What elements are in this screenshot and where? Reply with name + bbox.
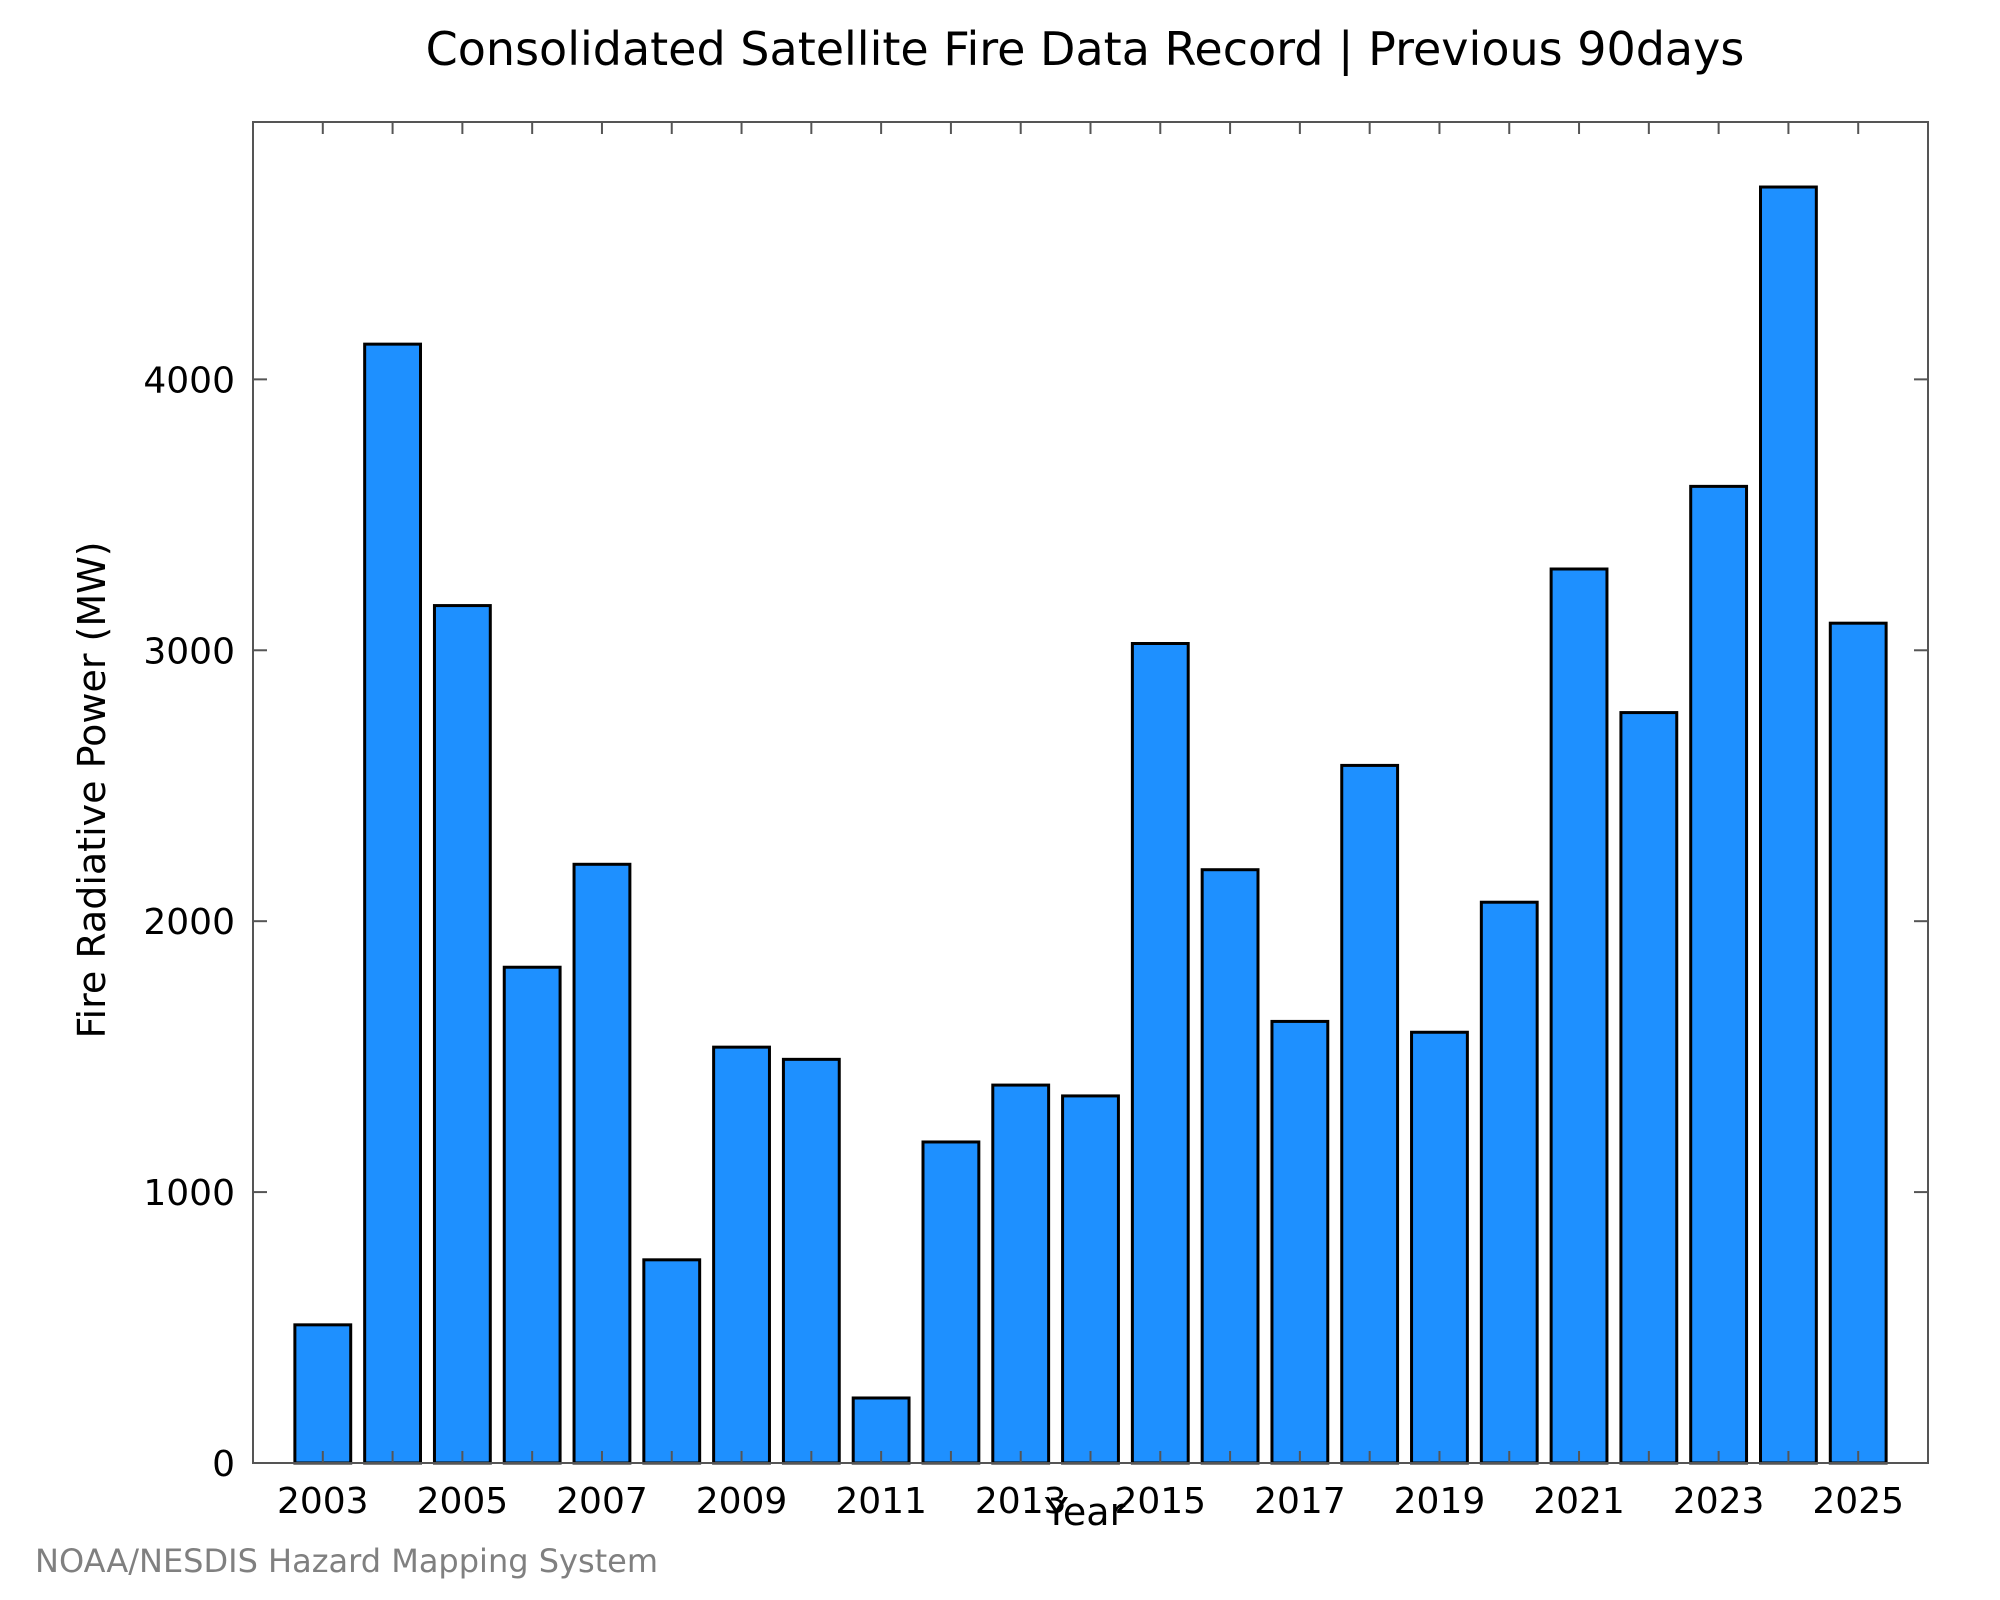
x-tick-label: 2005 [417,1481,509,1522]
bar-2017 [1270,1019,1330,1465]
bar-2004 [363,342,422,1465]
x-axis-ticks: 2003 2005 2007 2009 2011 2013 2015 2017 2019 2021… [277,122,1904,1522]
bar-2018 [1340,763,1400,1465]
bar-2009 [712,1045,771,1465]
bar-2024 [1759,185,1818,1465]
y-axis-title: Fire Radiative Power (MW) [70,541,114,1038]
x-tick-label: 2019 [1394,1481,1486,1522]
x-tick-label: 2023 [1673,1481,1765,1522]
y-tick-label: 1000 [143,1173,235,1214]
bar-2023 [1689,484,1749,1465]
bar-2006 [502,965,562,1465]
bar-2008 [642,1258,702,1465]
bars-group [293,185,1888,1465]
y-axis-ticks: 0 1000 2000 3000 4000 [143,360,1928,1485]
y-tick-label: 4000 [143,360,235,401]
bar-2015 [1130,642,1190,1465]
bar-2022 [1619,711,1679,1465]
x-tick-label: 2007 [556,1481,648,1522]
chart-title: Consolidated Satellite Fire Data Record … [426,22,1745,77]
x-tick-label: 2003 [277,1481,369,1522]
bar-2010 [781,1057,841,1465]
bar-2016 [1200,868,1260,1465]
bar-2012 [921,1140,981,1465]
bar-2005 [432,604,492,1465]
x-tick-label: 2011 [835,1481,927,1522]
bar-2007 [572,862,632,1465]
x-tick-label: 2017 [1254,1481,1346,1522]
bar-2003 [293,1323,353,1465]
x-tick-label: 2009 [696,1481,788,1522]
bar-2019 [1410,1030,1469,1465]
bar-2025 [1828,621,1888,1465]
bar-2020 [1479,900,1539,1465]
bar-2013 [991,1083,1051,1465]
credit-text: NOAA/NESDIS Hazard Mapping System [35,1542,658,1580]
y-tick-label: 0 [212,1444,235,1485]
bar-2014 [1061,1094,1120,1465]
x-axis-title: Year [1044,1490,1126,1534]
x-tick-label: 2013 [975,1481,1067,1522]
y-tick-label: 2000 [143,902,235,943]
x-tick-label: 2015 [1114,1481,1206,1522]
x-tick-label: 2025 [1812,1481,1904,1522]
y-tick-label: 3000 [143,631,235,672]
bar-2021 [1549,567,1609,1465]
x-tick-label: 2021 [1533,1481,1625,1522]
